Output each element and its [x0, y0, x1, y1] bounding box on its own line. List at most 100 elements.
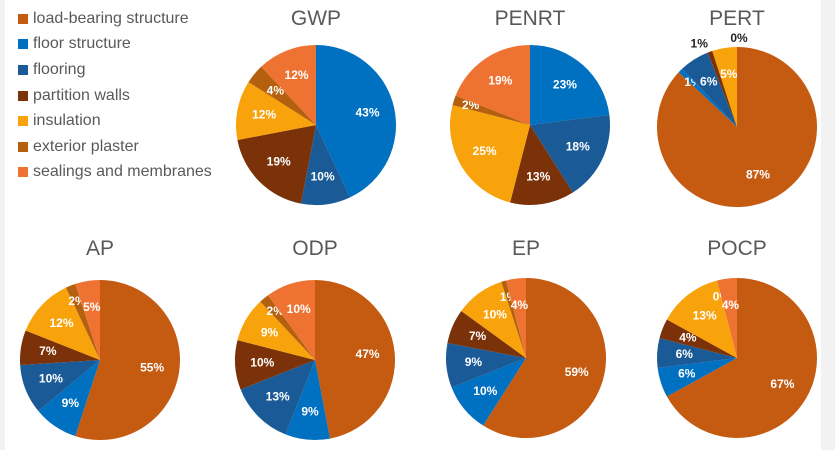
legend-label: sealings and membranes	[33, 163, 212, 181]
legend-item: floor structure	[18, 32, 212, 58]
pie-slice	[75, 280, 100, 360]
pie-title: GWP	[291, 7, 341, 30]
legend-swatch	[18, 90, 28, 101]
legend-label: exterior plaster	[33, 137, 139, 155]
legend-label: insulation	[33, 112, 101, 130]
legend-item: sealings and membranes	[18, 160, 212, 186]
pie-data-label: 10%	[39, 372, 63, 386]
pie-data-label: 10%	[311, 170, 335, 184]
pie-title: POCP	[707, 237, 767, 260]
pie-data-label: 19%	[488, 74, 512, 88]
pie-data-label: 12%	[49, 316, 73, 330]
pie-slice	[301, 125, 351, 205]
pie-slice	[707, 50, 737, 127]
pie-slice	[666, 278, 818, 439]
pie-data-label: 4%	[679, 331, 697, 345]
legend-swatch	[18, 167, 28, 178]
pie-slice	[678, 68, 737, 127]
pie-data-label: 10%	[483, 307, 507, 321]
pie-slice	[447, 310, 526, 358]
pie-slice	[261, 45, 316, 125]
pie-slice	[510, 125, 573, 205]
legend-swatch	[18, 141, 28, 152]
pie-slice	[260, 295, 315, 360]
pie-data-label: 1%	[691, 36, 709, 50]
pie-data-label: 55%	[140, 360, 164, 374]
pie-slice	[65, 283, 100, 360]
pie-slice	[483, 278, 606, 438]
pie-slice	[682, 52, 737, 127]
pie-data-label: 13%	[266, 390, 290, 404]
pie-slice	[237, 125, 316, 204]
legend-item: load-bearing structure	[18, 6, 212, 32]
pie-title: PERT	[709, 7, 765, 30]
pie-data-label: 59%	[565, 365, 589, 379]
pie-slice	[449, 105, 530, 203]
legend-swatch	[18, 13, 28, 24]
pie-data-label: 87%	[746, 168, 770, 182]
pie-data-label: 9%	[261, 325, 279, 339]
pie-data-label: 43%	[356, 106, 380, 120]
pie-data-label: 7%	[469, 329, 487, 343]
legend: load-bearing structure floor structure f…	[18, 6, 212, 185]
legend-label: floor structure	[33, 35, 131, 53]
pie-slice	[530, 45, 610, 125]
pie-data-label: 10%	[287, 302, 311, 316]
pie-slice	[25, 287, 100, 360]
pie-data-label: 19%	[267, 155, 291, 169]
pie-slice	[248, 66, 316, 125]
pie-data-label: 10%	[473, 384, 497, 398]
pie-data-label: 67%	[770, 377, 794, 391]
pie-slice	[445, 343, 526, 388]
pie-title: EP	[512, 237, 540, 260]
legend-item: partition walls	[18, 83, 212, 109]
pie-slice	[20, 360, 101, 411]
pie-slice	[267, 280, 315, 360]
right-scrollbar-area	[821, 0, 835, 450]
pie-data-label: 18%	[566, 140, 590, 154]
pie-slice	[666, 280, 737, 358]
pie-data-label: 9%	[62, 396, 80, 410]
left-margin	[0, 0, 5, 450]
pie-data-label: 4%	[511, 298, 529, 312]
pie-data-label: 7%	[39, 344, 57, 358]
pie-data-label: 12%	[285, 68, 309, 82]
legend-item: exterior plaster	[18, 134, 212, 160]
pie-slice	[717, 278, 737, 358]
pie-slice	[236, 82, 316, 140]
pie-slice	[657, 358, 737, 397]
pie-data-label: 4%	[722, 298, 740, 312]
pie-data-label: 13%	[526, 169, 550, 183]
pie-data-label: 9%	[465, 355, 483, 369]
pie-slice	[237, 301, 315, 360]
legend-swatch	[18, 39, 28, 50]
pie-slice	[461, 281, 526, 358]
pie-data-label: 0%	[730, 31, 748, 45]
pie-slice	[38, 360, 100, 437]
pie-slice	[19, 330, 100, 366]
legend-label: partition walls	[33, 86, 130, 104]
pie-title: AP	[86, 237, 114, 260]
pie-data-label: 6%	[700, 75, 718, 89]
pie-data-label: 6%	[678, 366, 696, 380]
pie-slice	[656, 47, 817, 207]
legend-item: flooring	[18, 57, 212, 83]
pie-title: PENRT	[495, 7, 566, 30]
pie-slice	[656, 338, 737, 369]
pie-data-label: 5%	[83, 300, 101, 314]
pie-data-label: 5%	[720, 67, 738, 81]
pie-slice	[234, 340, 315, 390]
legend-label: load-bearing structure	[33, 9, 189, 27]
pie-data-label: 23%	[553, 78, 577, 92]
pie-slice	[712, 47, 737, 127]
pie-data-label: 4%	[267, 84, 285, 98]
pie-slice	[240, 360, 315, 435]
pie-slice	[451, 358, 526, 426]
